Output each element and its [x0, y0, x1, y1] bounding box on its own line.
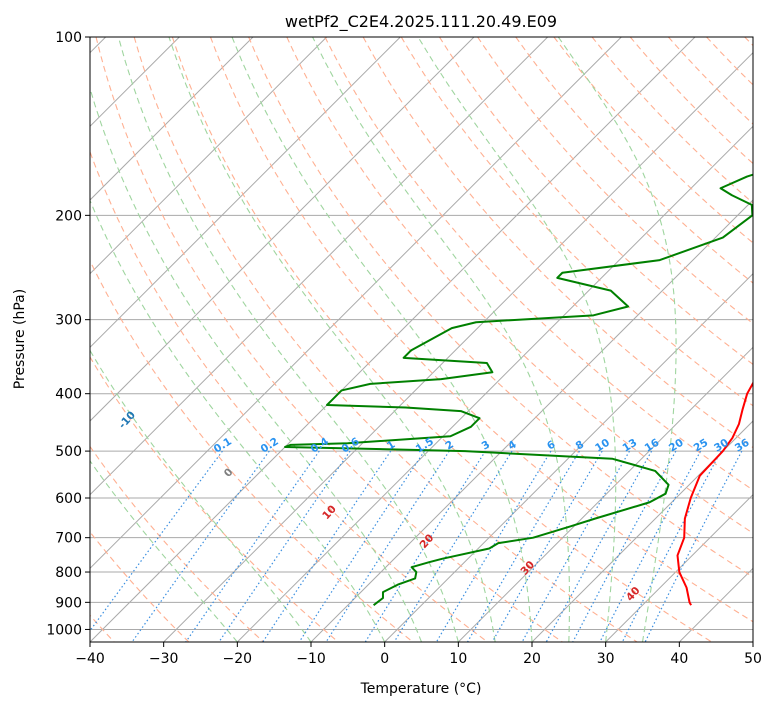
y-tick-label: 800 — [55, 565, 82, 581]
isotherm-line — [90, 37, 328, 275]
y-tick-label: 700 — [55, 531, 82, 547]
isotherm-line — [531, 420, 753, 642]
moist-adiabat-line — [90, 459, 238, 642]
x-axis-label: Temperature (°C) — [360, 681, 482, 697]
dry-adiabat-line — [400, 37, 753, 407]
x-tick-label: 30 — [597, 651, 615, 667]
dry-adiabat-line — [324, 37, 753, 491]
axis-ticks: −40 −30 −20 −10 0 10 20 30 40 50 1000 900 800 700 600 5… — [46, 30, 762, 667]
dry-adiabat-line — [90, 445, 264, 642]
mixing-ratio-line — [521, 450, 631, 642]
moist-adiabat-line — [90, 199, 386, 642]
dry-adiabat-line — [133, 37, 638, 642]
isotherm-line — [384, 272, 753, 642]
mixing-ratio-line — [218, 450, 351, 642]
dry-adiabat-line — [591, 37, 753, 204]
plot-frame — [89, 36, 754, 643]
isotherm-line — [90, 37, 549, 496]
x-tick-label: −20 — [223, 651, 253, 667]
chart-title: wetPf2_C2E4.2025.111.20.49.E09 — [285, 12, 557, 32]
moist-adiabat-line — [168, 37, 496, 642]
isotherm-line — [90, 37, 696, 642]
profile-lines — [284, 173, 753, 606]
x-tick-label: 20 — [523, 651, 541, 667]
x-tick-label: 40 — [670, 651, 688, 667]
isotherm-line — [605, 493, 753, 642]
mixing-ratio-line — [572, 450, 677, 642]
mixing-ratio-line — [466, 450, 580, 642]
mixing-ratio-line — [131, 450, 270, 642]
x-tick-label: 10 — [449, 651, 467, 667]
x-tick-label: −40 — [75, 651, 105, 667]
y-tick-label: 100 — [55, 30, 82, 46]
temperature-line — [676, 381, 753, 606]
moist-adiabat-line — [557, 37, 677, 642]
dry-adiabat-line — [90, 355, 339, 642]
y-tick-label: 900 — [55, 595, 82, 611]
y-tick-label: 300 — [55, 313, 82, 329]
dewpoint-line — [284, 173, 753, 606]
dry-adiabat-line — [95, 37, 563, 642]
grid-layer — [90, 37, 753, 642]
moist-adiabat-line — [90, 349, 312, 642]
moist-adiabat-line — [312, 37, 571, 642]
y-tick-label: 500 — [55, 444, 82, 460]
y-tick-label: 1000 — [46, 622, 82, 638]
isotherm-line — [236, 125, 753, 642]
x-tick-label: −30 — [149, 651, 179, 667]
isotherm-line — [457, 346, 753, 642]
mixing-ratio-line — [185, 450, 320, 642]
y-axis-label: Pressure (hPa) — [12, 289, 28, 389]
dry-adiabat-line — [286, 37, 753, 534]
x-tick-label: 0 — [380, 651, 389, 667]
isotherm-line — [90, 37, 622, 570]
moist-adiabat-line — [417, 37, 617, 642]
isotherm-line — [163, 51, 753, 642]
mixing-ratio-line — [435, 450, 552, 642]
mixing-ratio-line — [393, 450, 513, 642]
isopleth-layer — [90, 37, 753, 642]
moist-adiabat-line — [90, 86, 423, 642]
moist-adiabat-line — [117, 37, 459, 642]
dry-adiabat-line — [90, 259, 414, 642]
dry-adiabat-line — [553, 37, 753, 244]
mixing-ratio-line — [364, 450, 486, 642]
dry-adiabat-line — [362, 37, 753, 449]
y-tick-label: 600 — [55, 491, 82, 507]
mixing-ratio-line — [491, 450, 603, 642]
dry-adiabat-line — [248, 37, 753, 578]
isotherm-line — [90, 37, 475, 422]
y-tick-label: 200 — [55, 208, 82, 224]
mixing-ratio-line — [621, 450, 722, 642]
mixing-ratio-line — [599, 450, 702, 642]
x-tick-label: −10 — [296, 651, 326, 667]
mixing-ratio-line — [545, 450, 653, 642]
x-tick-label: 50 — [744, 651, 762, 667]
isotherm-line — [90, 37, 401, 349]
y-tick-label: 400 — [55, 387, 82, 403]
dry-adiabat-line — [438, 37, 753, 366]
moist-adiabat-line — [231, 37, 533, 642]
dry-adiabat-line — [171, 37, 713, 642]
dry-adiabat-line — [209, 37, 753, 623]
